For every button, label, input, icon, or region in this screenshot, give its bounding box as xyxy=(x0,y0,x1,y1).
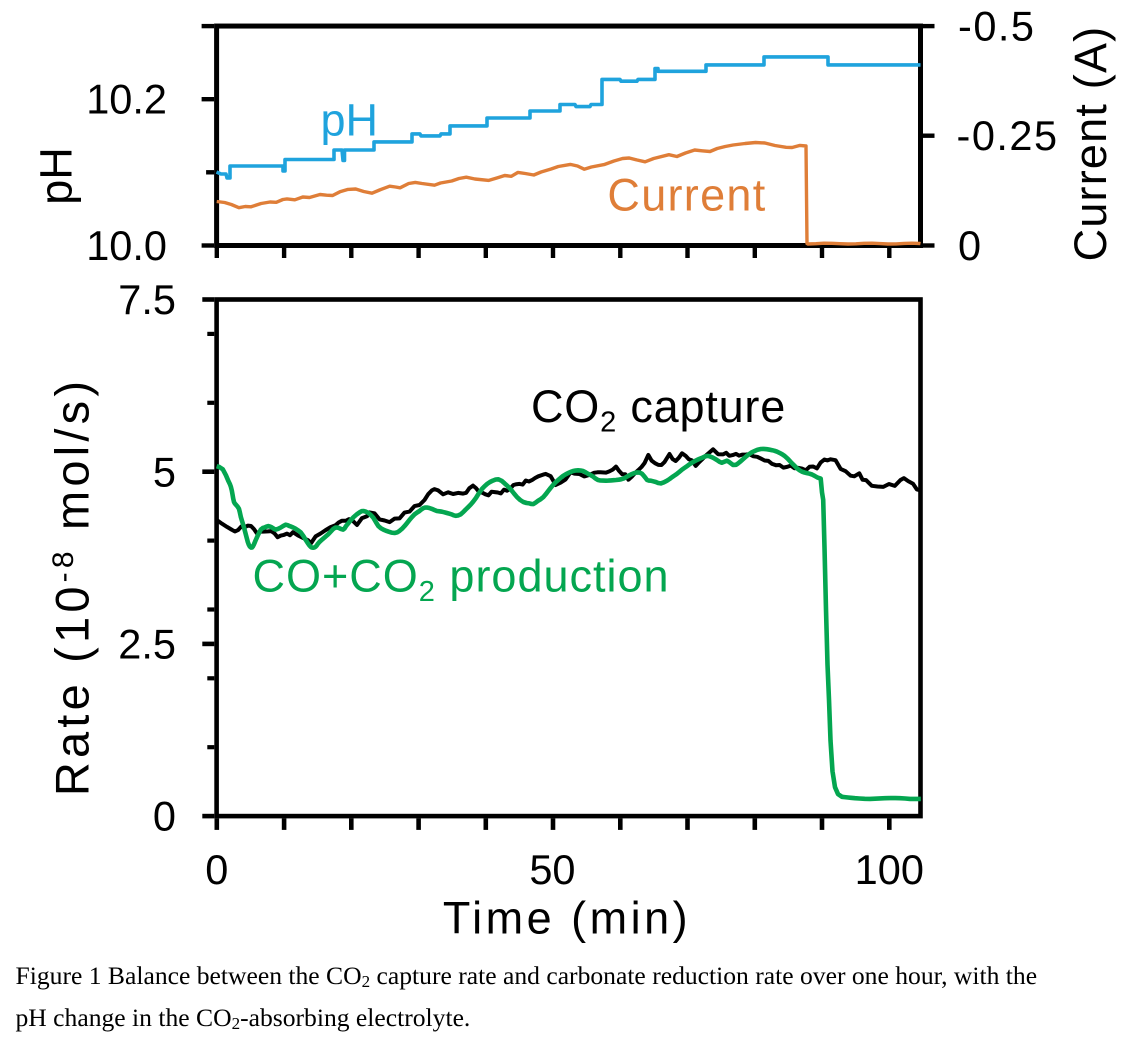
svg-text:pH: pH xyxy=(31,147,82,205)
svg-text:2.5: 2.5 xyxy=(118,621,176,668)
svg-text:Rate (10-8 mol/s): Rate (10-8 mol/s) xyxy=(46,377,99,796)
svg-text:0: 0 xyxy=(958,222,981,269)
svg-text:0: 0 xyxy=(153,792,176,839)
svg-text:7.5: 7.5 xyxy=(118,276,176,323)
svg-text:0: 0 xyxy=(205,846,228,893)
svg-text:Current (A): Current (A) xyxy=(1065,26,1116,262)
svg-text:CO+CO2 production: CO+CO2 production xyxy=(253,551,670,608)
svg-text:10.0: 10.0 xyxy=(86,222,167,269)
svg-text:50: 50 xyxy=(529,846,575,893)
svg-text:CO2 capture: CO2 capture xyxy=(531,381,786,438)
svg-text:Time (min): Time (min) xyxy=(443,893,691,944)
svg-text:pH: pH xyxy=(321,95,379,146)
svg-text:Current: Current xyxy=(607,169,766,220)
svg-text:-0.5: -0.5 xyxy=(958,2,1036,49)
svg-text:5: 5 xyxy=(153,448,176,495)
svg-text:100: 100 xyxy=(855,846,924,893)
svg-text:10.2: 10.2 xyxy=(86,76,167,123)
svg-text:-0.25: -0.25 xyxy=(957,112,1059,159)
